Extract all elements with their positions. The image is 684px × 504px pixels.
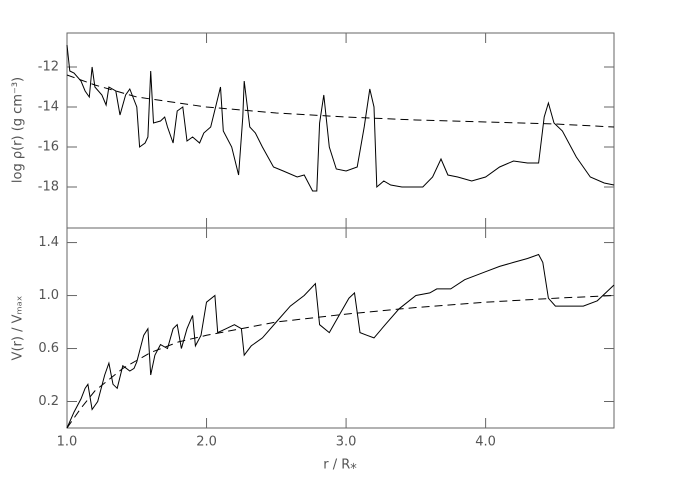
y-axis-label: log ρ(r) (g cm⁻³) bbox=[11, 77, 26, 183]
y-tick-label: -14 bbox=[38, 100, 59, 115]
line-series bbox=[66, 295, 615, 429]
y-tick-label: 0.6 bbox=[38, 341, 59, 356]
y-tick-label: -18 bbox=[38, 180, 59, 195]
x-tick-label: 3.0 bbox=[336, 435, 357, 450]
x-tick-label: 2.0 bbox=[196, 435, 217, 450]
x-axis-label: r / R⁎ bbox=[323, 458, 357, 473]
y-tick-label: 0.2 bbox=[38, 394, 59, 409]
y-tick-label: -16 bbox=[38, 140, 59, 155]
x-tick-label: 1.0 bbox=[57, 435, 78, 450]
y-axis-label: V(r) / Vₘₐₓ bbox=[11, 295, 26, 360]
line-series bbox=[66, 253, 615, 429]
x-tick-label: 4.0 bbox=[475, 435, 496, 450]
top-frame bbox=[66, 32, 615, 229]
y-tick-label: 1.0 bbox=[38, 288, 59, 303]
bottom-frame bbox=[66, 227, 615, 429]
line-series bbox=[66, 74, 615, 128]
line-series bbox=[66, 44, 615, 192]
y-tick-label: 1.4 bbox=[38, 235, 59, 250]
y-tick-label: -12 bbox=[38, 60, 59, 75]
